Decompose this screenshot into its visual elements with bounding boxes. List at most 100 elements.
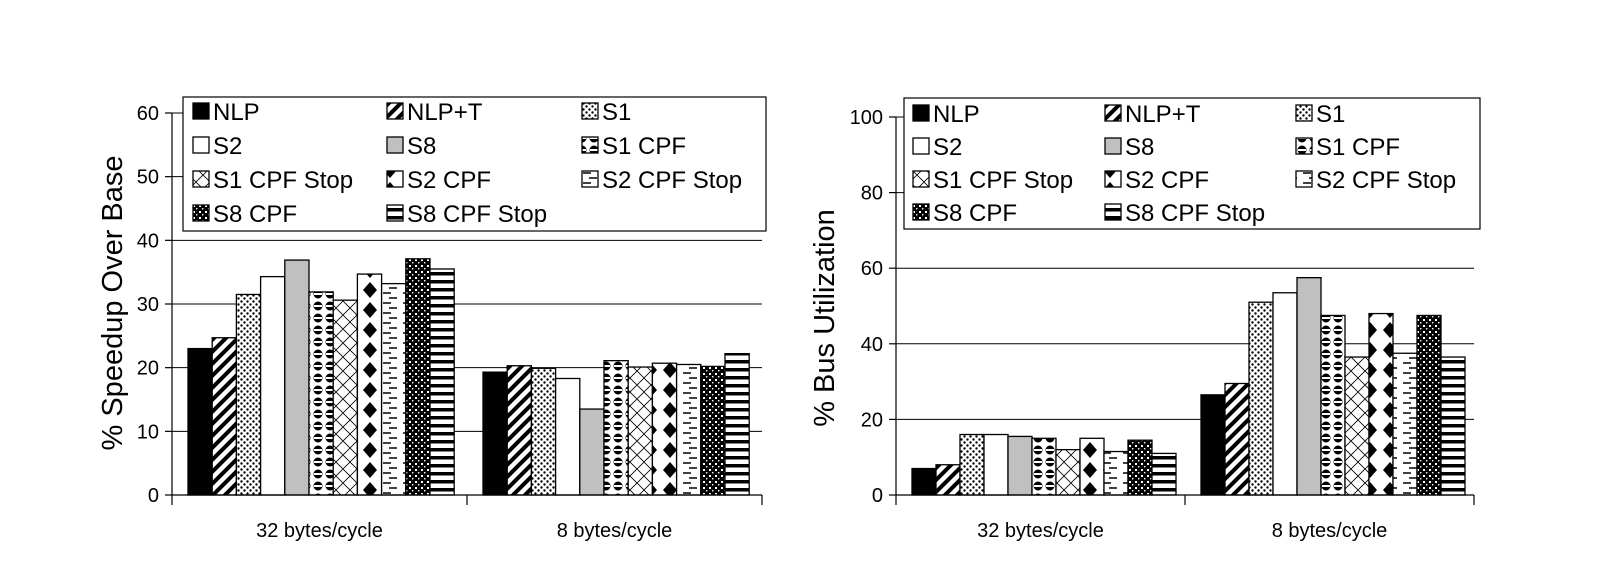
bus-x-tick-label: 32 bytes/cycle (977, 520, 1104, 542)
speedup-bar-nlp-8b (482, 371, 508, 496)
bus-y-tick-label: 80 (861, 183, 883, 205)
speedup-chart: 0 10 20 30 40 50 60 32 bytes/cycle 8 bytes/cycl… (97, 96, 767, 542)
bus-legend-swatch-nlp (912, 104, 930, 122)
speedup-bar-s8-32b (284, 259, 310, 496)
bus-legend-swatch-s8-cpf (912, 203, 930, 221)
speedup-legend-label-s8: S8 (407, 133, 436, 160)
speedup-bar-s2-32b (259, 275, 286, 496)
speedup-y-tick-label: 30 (137, 294, 159, 316)
bus-y-tick-label: 100 (850, 107, 883, 129)
speedup-y-tick-label: 10 (137, 421, 159, 443)
bus-y-tick-label: 0 (872, 485, 883, 507)
bus-legend-label-s1-cpf: S1 CPF (1316, 134, 1400, 161)
bus-legend-label-nlp: NLP (933, 101, 980, 128)
speedup-legend-label-s8-cpf-stop: S8 CPF Stop (407, 201, 547, 228)
bus-legend-label-s1-cpf-stop: S1 CPF Stop (933, 167, 1073, 194)
speedup-y-axis-label: % Speedup Over Base (97, 155, 129, 450)
bus-legend-swatch-s1-cpf (1295, 137, 1313, 155)
bus-bar-s1-8b (1248, 301, 1274, 496)
speedup-legend-label-s2-cpf: S2 CPF (407, 167, 491, 194)
bus-bar-nlp-t-8b (1224, 382, 1250, 496)
speedup-legend-label-s1: S1 (602, 99, 631, 126)
speedup-legend-box (182, 96, 767, 232)
speedup-y-tick-label: 40 (137, 230, 159, 252)
speedup-y-tick-label: 0 (148, 485, 159, 507)
bus-bar-s1-32b (959, 433, 985, 496)
speedup-y-tick-label: 60 (137, 103, 159, 125)
speedup-legend-label-s2-cpf-stop: S2 CPF Stop (602, 167, 742, 194)
speedup-y-ticks: 0 10 20 30 40 50 60 (137, 103, 172, 507)
bus-axes (895, 117, 1475, 505)
bus-bars (911, 276, 1466, 496)
bus-bar-s8-cpf-stop-32b (1151, 452, 1177, 496)
bus-bar-s2-8b (1272, 292, 1298, 496)
speedup-legend-swatch-s1-cpf (581, 136, 599, 154)
bus-legend-label-s8: S8 (1125, 134, 1154, 161)
bus-legend-label-s2-cpf: S2 CPF (1125, 167, 1209, 194)
speedup-bar-s8-cpf-stop-8b (724, 353, 750, 496)
bus-y-tick-label: 40 (861, 334, 883, 356)
bus-x-tick-label: 8 bytes/cycle (1272, 520, 1388, 542)
speedup-legend-swatch-s2 (192, 136, 210, 154)
speedup-legend-label-nlp-t: NLP+T (407, 99, 483, 126)
bus-bar-nlp-32b (911, 467, 937, 496)
speedup-bar-nlp-32b (187, 347, 213, 496)
bus-legend-swatch-s1 (1295, 104, 1313, 122)
speedup-legend-label-s1-cpf: S1 CPF (602, 133, 686, 160)
bus-legend-label-s2: S2 (933, 134, 962, 161)
bus-bar-s2-cpf-stop-32b (1103, 450, 1129, 496)
speedup-legend-label-s2: S2 (213, 133, 242, 160)
speedup-legend-swatch-s2-cpf-stop (581, 170, 599, 188)
speedup-bar-s2-8b (554, 377, 581, 496)
speedup-legend-swatch-s8-cpf (192, 204, 210, 222)
speedup-bars (187, 258, 750, 496)
speedup-bar-s1-8b (530, 367, 557, 496)
bus-bar-s2-cpf-32b (1079, 437, 1105, 496)
bus-bar-s2-32b (983, 433, 1009, 496)
speedup-bar-s2-cpf-8b (651, 362, 678, 496)
bus-bar-s8-32b (1007, 435, 1033, 496)
speedup-y-tick-label: 20 (137, 358, 159, 380)
bus-legend-swatch-s2-cpf (1104, 170, 1122, 188)
bus-bar-s1-cpf-8b (1320, 314, 1346, 496)
bus-bar-s2-cpf-stop-8b (1392, 352, 1418, 496)
bus-bar-s2-cpf-8b (1368, 312, 1394, 496)
bus-y-ticks: 0 20 40 60 80 100 (850, 107, 896, 507)
bus-legend-swatch-nlp-t (1104, 104, 1122, 122)
bus-legend-label-s1: S1 (1316, 101, 1345, 128)
speedup-legend-swatch-s8-cpf-stop (386, 204, 404, 222)
bus-bar-s8-8b (1296, 276, 1322, 496)
speedup-legend-label-nlp: NLP (213, 99, 260, 126)
bus-bar-s8-cpf-stop-8b (1440, 356, 1466, 496)
bus-legend: NLP NLP+T S1 S2 S8 S1 CPF S1 CPF Stop S2 CPF S2 … (903, 97, 1481, 230)
speedup-x-ticks: 32 bytes/cycle 8 bytes/cycle (256, 520, 672, 542)
bus-utilization-chart: 0 20 40 60 80 100 32 bytes/cycle 8 bytes/cycle… (809, 97, 1481, 542)
speedup-legend-label-s1-cpf-stop: S1 CPF Stop (213, 167, 353, 194)
bus-legend-swatch-s2-cpf-stop (1295, 170, 1313, 188)
bus-bar-s1-cpf-32b (1031, 437, 1057, 496)
speedup-x-tick-label: 8 bytes/cycle (557, 520, 673, 542)
bus-bar-s8-cpf-32b (1127, 439, 1153, 496)
bus-legend-label-s8-cpf-stop: S8 CPF Stop (1125, 200, 1265, 227)
speedup-legend-swatch-nlp-t (386, 102, 404, 120)
bus-y-tick-label: 60 (861, 258, 883, 280)
bus-y-tick-label: 20 (861, 409, 883, 431)
speedup-bar-s1-cpf-stop-32b (332, 299, 359, 496)
speedup-legend: NLP NLP+T S1 S2 S8 S1 CPF S1 CPF Stop S2 CPF S2 … (182, 96, 767, 232)
bus-bar-s1-cpf-stop-8b (1344, 356, 1370, 496)
bus-legend-swatch-s2 (912, 137, 930, 155)
bus-bar-s8-cpf-8b (1416, 314, 1442, 496)
speedup-bar-nlp-t-8b (506, 365, 533, 496)
speedup-bar-nlp-t-32b (211, 337, 238, 496)
bus-x-ticks: 32 bytes/cycle 8 bytes/cycle (977, 520, 1387, 542)
speedup-bar-s2-cpf-stop-32b (380, 282, 407, 496)
speedup-bar-s2-cpf-stop-8b (675, 363, 702, 496)
speedup-bar-s1-cpf-stop-8b (627, 366, 654, 496)
bus-y-axis-label: % Bus Utilization (809, 209, 841, 427)
speedup-y-tick-label: 50 (137, 167, 159, 189)
speedup-bar-s8-cpf-8b (700, 365, 726, 496)
speedup-legend-label-s8-cpf: S8 CPF (213, 201, 297, 228)
bus-legend-swatch-s8-cpf-stop (1104, 203, 1122, 221)
bus-bar-nlp-8b (1200, 394, 1226, 496)
